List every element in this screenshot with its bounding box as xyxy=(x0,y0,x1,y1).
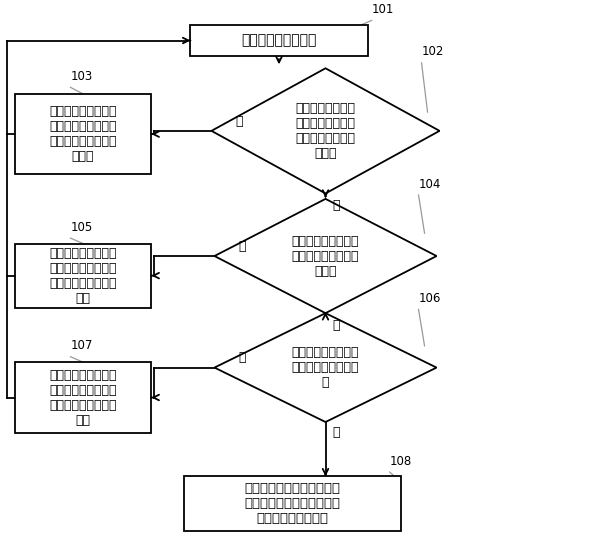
Text: 将所述财政业务数据表确定
为目标数据，以及对所述目
标数据进行布置处理: 将所述财政业务数据表确定 为目标数据，以及对所述目 标数据进行布置处理 xyxy=(244,482,341,525)
Text: 101: 101 xyxy=(371,3,394,16)
Text: 是: 是 xyxy=(333,199,340,212)
Text: 判断所述财政业务数
据表是否存在空白数
据: 判断所述财政业务数 据表是否存在空白数 据 xyxy=(292,346,359,389)
Text: 104: 104 xyxy=(418,178,441,191)
Text: 判断所述财政业务数
据表是否存在同级扩
展数据: 判断所述财政业务数 据表是否存在同级扩 展数据 xyxy=(292,234,359,278)
Text: 对所述财政业务数据
表进行数值调整处理
，得到新的财政业务
数据表: 对所述财政业务数据 表进行数值调整处理 ，得到新的财政业务 数据表 xyxy=(49,105,117,163)
Polygon shape xyxy=(215,199,437,313)
Bar xyxy=(191,25,367,57)
Bar xyxy=(14,94,151,175)
Text: 判断所述财政业务
数据表的财政业务
数值是否在预置值
域范围: 判断所述财政业务 数据表的财政业务 数值是否在预置值 域范围 xyxy=(295,102,356,160)
Text: 105: 105 xyxy=(71,220,93,234)
Text: 是: 是 xyxy=(238,240,246,253)
Text: 否: 否 xyxy=(333,427,340,439)
Polygon shape xyxy=(212,68,440,193)
Text: 是: 是 xyxy=(238,351,246,365)
Text: 否: 否 xyxy=(333,319,340,332)
Text: 103: 103 xyxy=(71,70,93,83)
Text: 107: 107 xyxy=(71,340,93,352)
Text: 对所述财政业务数据
表的进行加工处理，
得到新的财政业务数
据表: 对所述财政业务数据 表的进行加工处理， 得到新的财政业务数 据表 xyxy=(49,368,117,427)
Bar xyxy=(14,244,151,307)
Text: 106: 106 xyxy=(418,292,441,305)
Polygon shape xyxy=(215,313,437,422)
Text: 108: 108 xyxy=(390,455,412,468)
Text: 对所述财政业务数据
表进行去扩展处理，
得到新的财政业务数
据表: 对所述财政业务数据 表进行去扩展处理， 得到新的财政业务数 据表 xyxy=(49,247,117,305)
Text: 获取财政业务数据表: 获取财政业务数据表 xyxy=(241,34,317,48)
Bar xyxy=(14,362,151,433)
Text: 否: 否 xyxy=(236,115,243,127)
Text: 102: 102 xyxy=(421,45,444,59)
Bar xyxy=(185,476,400,531)
